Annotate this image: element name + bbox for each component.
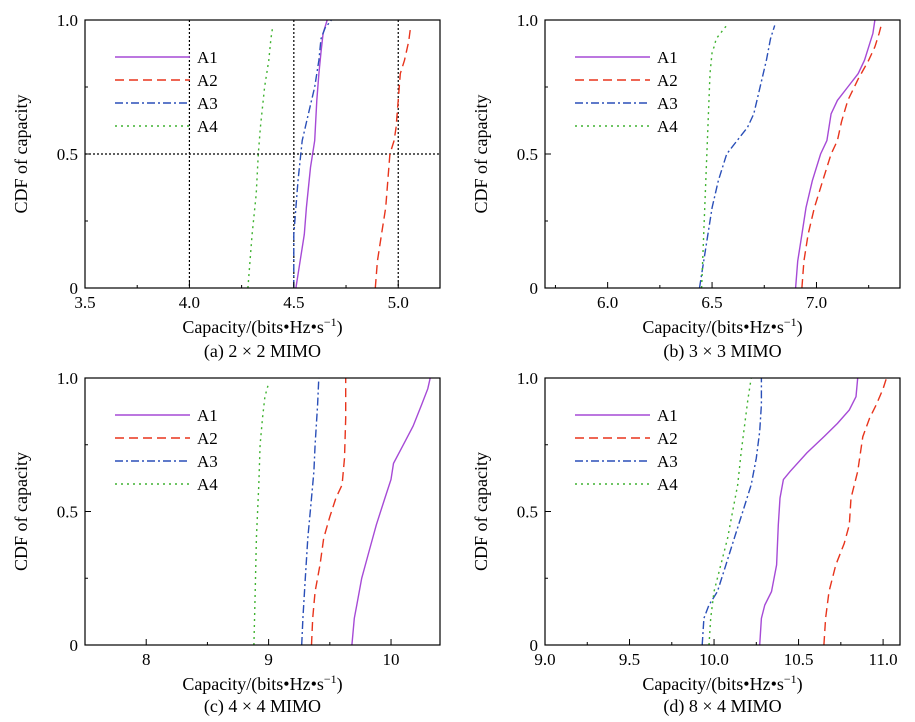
y-tick-label: 0.5 <box>517 145 538 164</box>
y-axis-label: CDF of capacity <box>11 452 31 571</box>
x-tick-label: 9.0 <box>534 650 555 669</box>
y-tick-label: 0 <box>530 279 539 298</box>
panel-caption: (b) 3 × 3 MIMO <box>663 341 781 362</box>
legend: A1 A2 A3 A4 <box>115 406 218 494</box>
chart-panel-3: 8 9 10 0 0.5 1.0 CDF of capacity Capacity/(bits… <box>11 369 441 717</box>
legend-label-a1: A1 <box>657 406 678 425</box>
series-line-a3 <box>701 378 763 646</box>
series-line-a2 <box>801 25 882 289</box>
x-tick-label: 9 <box>264 650 273 669</box>
y-tick-label: 0.5 <box>57 503 78 522</box>
series-line-a4 <box>247 25 274 289</box>
series-line-a4 <box>253 383 270 646</box>
legend-label-a1: A1 <box>197 406 218 425</box>
series-line-a2 <box>823 377 888 646</box>
y-axis-label: CDF of capacity <box>471 452 491 571</box>
y-tick-label: 0.5 <box>517 503 538 522</box>
legend: A1 A2 A3 A4 <box>575 406 678 494</box>
y-tick-label: 1.0 <box>517 369 538 388</box>
series-line-a1 <box>295 19 328 289</box>
series-line-a3 <box>698 25 776 289</box>
legend-label-a3: A3 <box>197 94 218 113</box>
y-tick-label: 0 <box>530 636 539 655</box>
series-line-a1 <box>794 19 876 289</box>
legend-label-a4: A4 <box>657 475 678 494</box>
panel-caption: (a) 2 × 2 MIMO <box>204 341 321 362</box>
x-tick-label: 5.0 <box>388 293 409 312</box>
plot-frame <box>84 377 441 646</box>
y-tick-label: 1.0 <box>517 11 538 30</box>
legend-label-a1: A1 <box>657 48 678 67</box>
y-tick-label: 1.0 <box>57 11 78 30</box>
legend-label-a2: A2 <box>197 429 218 448</box>
x-tick-label: 8 <box>142 650 151 669</box>
legend-label-a3: A3 <box>657 452 678 471</box>
y-tick-label: 0.5 <box>57 145 78 164</box>
x-tick-label: 4.5 <box>283 293 304 312</box>
series-line-a2 <box>374 25 412 289</box>
x-tick-label: 9.5 <box>619 650 640 669</box>
series-line-a2 <box>310 378 347 646</box>
x-axis-label: Capacity/(bits•Hz•s−1) <box>642 672 802 695</box>
series-line-a1 <box>759 377 859 646</box>
panel-caption: (d) 8 × 4 MIMO <box>663 696 781 717</box>
x-tick-label: 3.5 <box>74 293 95 312</box>
x-tick-label: 10 <box>383 650 400 669</box>
y-tick-label: 0 <box>70 279 79 298</box>
legend-label-a2: A2 <box>197 71 218 90</box>
legend: A1 A2 A3 A4 <box>575 48 678 136</box>
chart-panel-1: 3.5 4.0 4.5 5.0 0 0.5 1.0 CDF of capacity Capaci… <box>11 11 441 362</box>
x-tick-label: 4.0 <box>179 293 200 312</box>
legend-label-a1: A1 <box>197 48 218 67</box>
legend: A1 A2 A3 A4 <box>115 48 218 136</box>
x-tick-label: 7.0 <box>806 293 827 312</box>
x-tick-label: 6.5 <box>701 293 722 312</box>
chart-panel-4: 9.0 9.5 10.0 10.5 11.0 0 0.5 1.0 CDF of capacity… <box>471 369 901 717</box>
y-tick-label: 0 <box>70 636 79 655</box>
legend-label-a4: A4 <box>197 475 218 494</box>
legend-label-a4: A4 <box>657 117 678 136</box>
legend-label-a3: A3 <box>197 452 218 471</box>
series-line-a3 <box>293 19 332 288</box>
series-line-a3 <box>301 377 320 646</box>
plot-frame <box>544 19 901 289</box>
x-tick-label: 10.5 <box>784 650 814 669</box>
y-axis-label: CDF of capacity <box>471 95 491 214</box>
legend-label-a3: A3 <box>657 94 678 113</box>
x-tick-label: 10.0 <box>699 650 729 669</box>
y-tick-label: 1.0 <box>57 369 78 388</box>
x-axis-label: Capacity/(bits•Hz•s−1) <box>642 315 802 338</box>
x-tick-label: 6.0 <box>597 293 618 312</box>
x-axis-label: Capacity/(bits•Hz•s−1) <box>182 315 342 338</box>
y-axis-label: CDF of capacity <box>11 95 31 214</box>
legend-label-a4: A4 <box>197 117 218 136</box>
legend-label-a2: A2 <box>657 71 678 90</box>
x-axis-label: Capacity/(bits•Hz•s−1) <box>182 672 342 695</box>
series-line-a1 <box>351 377 431 646</box>
legend-label-a2: A2 <box>657 429 678 448</box>
x-tick-label: 11.0 <box>869 650 898 669</box>
panel-caption: (c) 4 × 4 MIMO <box>204 696 321 717</box>
plot-frame <box>544 377 901 646</box>
chart-panel-2: 6.0 6.5 7.0 0 0.5 1.0 CDF of capacity Capacity/… <box>471 11 901 362</box>
series-line-a4 <box>708 377 752 646</box>
